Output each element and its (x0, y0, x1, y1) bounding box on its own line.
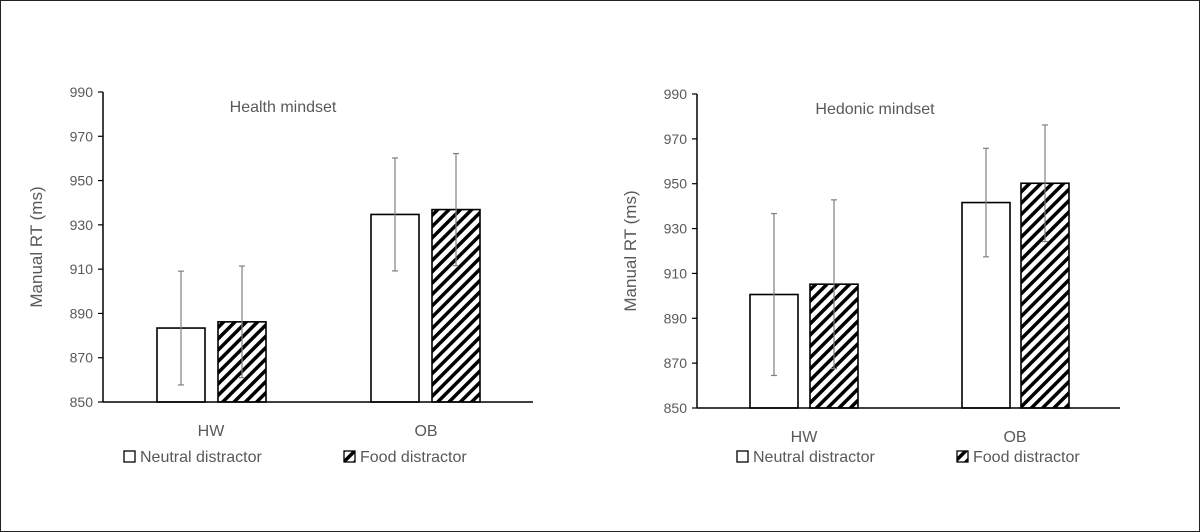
y-axis-label: Manual RT (ms) (621, 190, 640, 311)
legend-swatch-food (343, 450, 356, 463)
y-tick-label: 990 (70, 84, 94, 100)
chart-title: Health mindset (230, 99, 337, 116)
y-tick-label: 910 (70, 261, 94, 277)
y-tick-label: 990 (664, 86, 688, 102)
y-tick-label: 970 (70, 128, 94, 144)
y-tick-label: 890 (70, 305, 94, 321)
y-tick-label: 970 (664, 131, 688, 147)
legend-label: Neutral distractor (753, 449, 875, 466)
y-tick-label: 850 (664, 400, 688, 416)
y-tick-label: 890 (664, 310, 688, 326)
x-tick-label: OB (1003, 429, 1026, 446)
legend-swatch-food (956, 450, 969, 463)
y-tick-label: 910 (664, 265, 688, 281)
legend-swatch-neutral (123, 450, 136, 463)
x-tick-label: OB (414, 423, 437, 440)
y-tick-label: 930 (70, 217, 94, 233)
x-tick-label: HW (791, 429, 819, 446)
chart-panel-1: Hedonic mindset Manual RT (ms) 850 870 890 91… (621, 86, 1120, 466)
legend-label: Neutral distractor (140, 449, 262, 466)
y-axis-label: Manual RT (ms) (27, 186, 46, 307)
x-tick-label: HW (198, 423, 226, 440)
legend-label: Food distractor (360, 449, 467, 466)
chart-panel-0: Health mindset Manual RT (ms) 850 870 890 910… (27, 84, 533, 466)
y-tick-label: 930 (664, 221, 688, 237)
legend-swatch-neutral (736, 450, 749, 463)
y-tick-label: 950 (664, 176, 688, 192)
y-tick-label: 950 (70, 173, 94, 189)
y-tick-label: 870 (70, 350, 94, 366)
chart-title: Hedonic mindset (815, 101, 935, 118)
legend-label: Food distractor (973, 449, 1080, 466)
y-tick-label: 870 (664, 355, 688, 371)
y-tick-label: 850 (70, 394, 94, 410)
